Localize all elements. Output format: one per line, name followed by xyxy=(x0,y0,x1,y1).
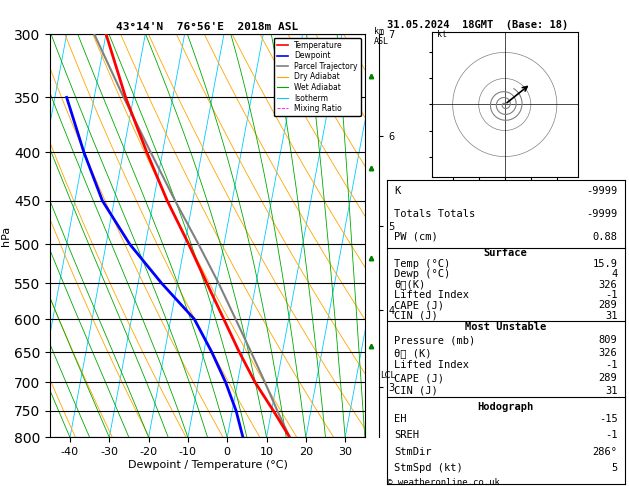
Text: CIN (J): CIN (J) xyxy=(394,386,438,396)
Text: km
ASL: km ASL xyxy=(374,27,389,46)
Text: CIN (J): CIN (J) xyxy=(394,311,438,321)
Text: Most Unstable: Most Unstable xyxy=(465,322,547,332)
Text: Surface: Surface xyxy=(484,248,528,258)
Text: StmSpd (kt): StmSpd (kt) xyxy=(394,463,463,473)
Text: 5: 5 xyxy=(611,463,618,473)
Legend: Temperature, Dewpoint, Parcel Trajectory, Dry Adiabat, Wet Adiabat, Isotherm, Mi: Temperature, Dewpoint, Parcel Trajectory… xyxy=(274,38,361,116)
Text: 31: 31 xyxy=(605,311,618,321)
Text: -1: -1 xyxy=(605,290,618,300)
Text: 0.88: 0.88 xyxy=(593,232,618,242)
Text: PW (cm): PW (cm) xyxy=(394,232,438,242)
Text: -15: -15 xyxy=(599,414,618,424)
Text: Lifted Index: Lifted Index xyxy=(394,290,469,300)
Text: CAPE (J): CAPE (J) xyxy=(394,300,444,311)
X-axis label: Dewpoint / Temperature (°C): Dewpoint / Temperature (°C) xyxy=(128,460,287,470)
Text: LCL: LCL xyxy=(380,371,395,380)
Text: Totals Totals: Totals Totals xyxy=(394,209,476,219)
Text: StmDir: StmDir xyxy=(394,447,431,456)
Text: CAPE (J): CAPE (J) xyxy=(394,373,444,383)
Text: Temp (°C): Temp (°C) xyxy=(394,259,450,269)
Text: θᴄ (K): θᴄ (K) xyxy=(394,347,431,358)
Text: -9999: -9999 xyxy=(586,186,618,196)
Text: Dewp (°C): Dewp (°C) xyxy=(394,269,450,279)
Text: EH: EH xyxy=(394,414,406,424)
Text: -1: -1 xyxy=(605,430,618,440)
Text: Lifted Index: Lifted Index xyxy=(394,360,469,370)
Text: Pressure (mb): Pressure (mb) xyxy=(394,335,476,345)
Text: SREH: SREH xyxy=(394,430,419,440)
Text: θᴄ(K): θᴄ(K) xyxy=(394,279,425,290)
Text: 809: 809 xyxy=(599,335,618,345)
Text: 289: 289 xyxy=(599,373,618,383)
Text: 289: 289 xyxy=(599,300,618,311)
Text: 326: 326 xyxy=(599,279,618,290)
Text: © weatheronline.co.uk: © weatheronline.co.uk xyxy=(387,478,499,486)
Text: -1: -1 xyxy=(605,360,618,370)
Text: 15.9: 15.9 xyxy=(593,259,618,269)
Text: -9999: -9999 xyxy=(586,209,618,219)
Text: 31: 31 xyxy=(605,386,618,396)
Text: 326: 326 xyxy=(599,347,618,358)
Text: K: K xyxy=(394,186,400,196)
Y-axis label: hPa: hPa xyxy=(1,226,11,246)
Text: kt: kt xyxy=(437,30,447,39)
Title: 43°14'N  76°56'E  2018m ASL: 43°14'N 76°56'E 2018m ASL xyxy=(116,22,299,32)
Text: 4: 4 xyxy=(611,269,618,279)
Text: 286°: 286° xyxy=(593,447,618,456)
Text: Hodograph: Hodograph xyxy=(477,402,534,413)
Text: 31.05.2024  18GMT  (Base: 18): 31.05.2024 18GMT (Base: 18) xyxy=(387,20,568,31)
